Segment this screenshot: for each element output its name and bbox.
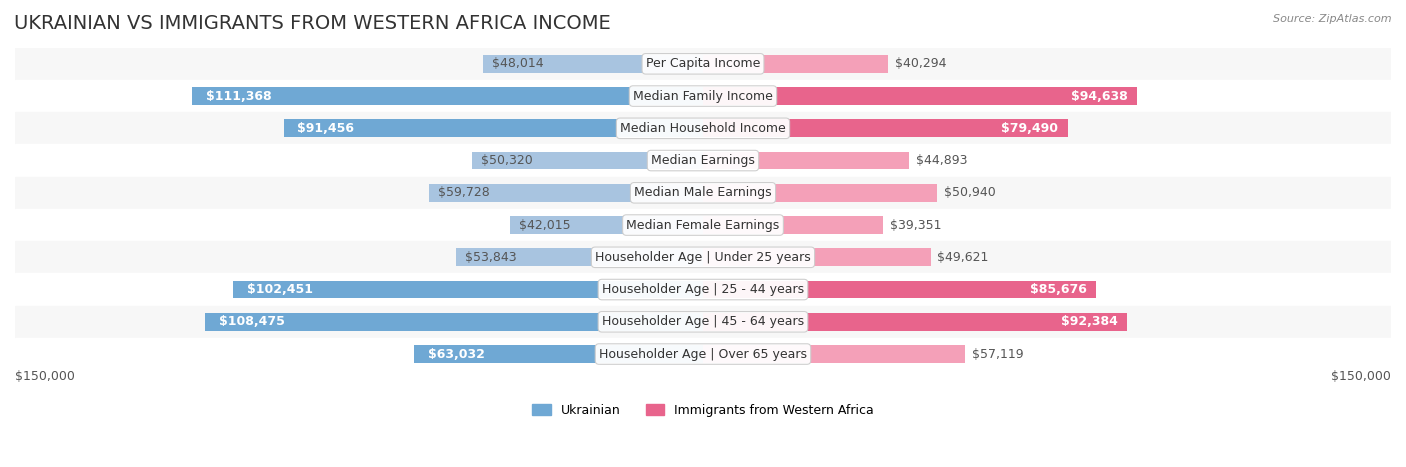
- Bar: [703, 216, 883, 234]
- Text: $59,728: $59,728: [439, 186, 489, 199]
- Bar: [15, 48, 1391, 80]
- Bar: [205, 313, 703, 331]
- Text: $53,843: $53,843: [465, 251, 517, 264]
- Text: $40,294: $40,294: [894, 57, 946, 71]
- Text: Per Capita Income: Per Capita Income: [645, 57, 761, 71]
- Text: $94,638: $94,638: [1071, 90, 1128, 103]
- Legend: Ukrainian, Immigrants from Western Africa: Ukrainian, Immigrants from Western Afric…: [527, 399, 879, 422]
- Bar: [284, 120, 703, 137]
- Bar: [15, 112, 1391, 144]
- Text: $49,621: $49,621: [938, 251, 988, 264]
- Bar: [15, 274, 1391, 306]
- Text: $44,893: $44,893: [915, 154, 967, 167]
- Bar: [193, 87, 703, 105]
- Bar: [703, 152, 908, 170]
- Bar: [482, 55, 703, 73]
- Bar: [429, 184, 703, 202]
- Bar: [472, 152, 703, 170]
- Bar: [703, 87, 1137, 105]
- Bar: [703, 345, 965, 363]
- Text: Householder Age | 25 - 44 years: Householder Age | 25 - 44 years: [602, 283, 804, 296]
- Text: Median Male Earnings: Median Male Earnings: [634, 186, 772, 199]
- Text: Householder Age | 45 - 64 years: Householder Age | 45 - 64 years: [602, 315, 804, 328]
- Bar: [15, 80, 1391, 112]
- Bar: [703, 184, 936, 202]
- Text: $79,490: $79,490: [1001, 122, 1059, 135]
- Text: $92,384: $92,384: [1060, 315, 1118, 328]
- Text: $102,451: $102,451: [247, 283, 314, 296]
- Text: Householder Age | Over 65 years: Householder Age | Over 65 years: [599, 347, 807, 361]
- Text: $111,368: $111,368: [205, 90, 271, 103]
- Bar: [413, 345, 703, 363]
- Bar: [15, 241, 1391, 274]
- Text: Median Earnings: Median Earnings: [651, 154, 755, 167]
- Bar: [15, 144, 1391, 177]
- Bar: [15, 177, 1391, 209]
- Text: $85,676: $85,676: [1031, 283, 1087, 296]
- Bar: [703, 55, 887, 73]
- Bar: [703, 120, 1067, 137]
- Text: $150,000: $150,000: [15, 370, 75, 383]
- Text: $42,015: $42,015: [519, 219, 571, 232]
- Bar: [703, 248, 931, 266]
- Text: Median Female Earnings: Median Female Earnings: [627, 219, 779, 232]
- Bar: [703, 281, 1095, 298]
- Text: $63,032: $63,032: [427, 347, 485, 361]
- Text: $50,940: $50,940: [943, 186, 995, 199]
- Text: $57,119: $57,119: [972, 347, 1024, 361]
- Text: Median Household Income: Median Household Income: [620, 122, 786, 135]
- Bar: [15, 338, 1391, 370]
- Text: Median Family Income: Median Family Income: [633, 90, 773, 103]
- Text: $150,000: $150,000: [1331, 370, 1391, 383]
- Text: Householder Age | Under 25 years: Householder Age | Under 25 years: [595, 251, 811, 264]
- Text: $48,014: $48,014: [492, 57, 544, 71]
- Text: $50,320: $50,320: [481, 154, 533, 167]
- Text: $39,351: $39,351: [890, 219, 942, 232]
- Text: $91,456: $91,456: [297, 122, 354, 135]
- Bar: [233, 281, 703, 298]
- Text: UKRAINIAN VS IMMIGRANTS FROM WESTERN AFRICA INCOME: UKRAINIAN VS IMMIGRANTS FROM WESTERN AFR…: [14, 14, 610, 33]
- Bar: [15, 209, 1391, 241]
- Text: $108,475: $108,475: [219, 315, 285, 328]
- Text: Source: ZipAtlas.com: Source: ZipAtlas.com: [1274, 14, 1392, 24]
- Bar: [456, 248, 703, 266]
- Bar: [510, 216, 703, 234]
- Bar: [703, 313, 1126, 331]
- Bar: [15, 306, 1391, 338]
